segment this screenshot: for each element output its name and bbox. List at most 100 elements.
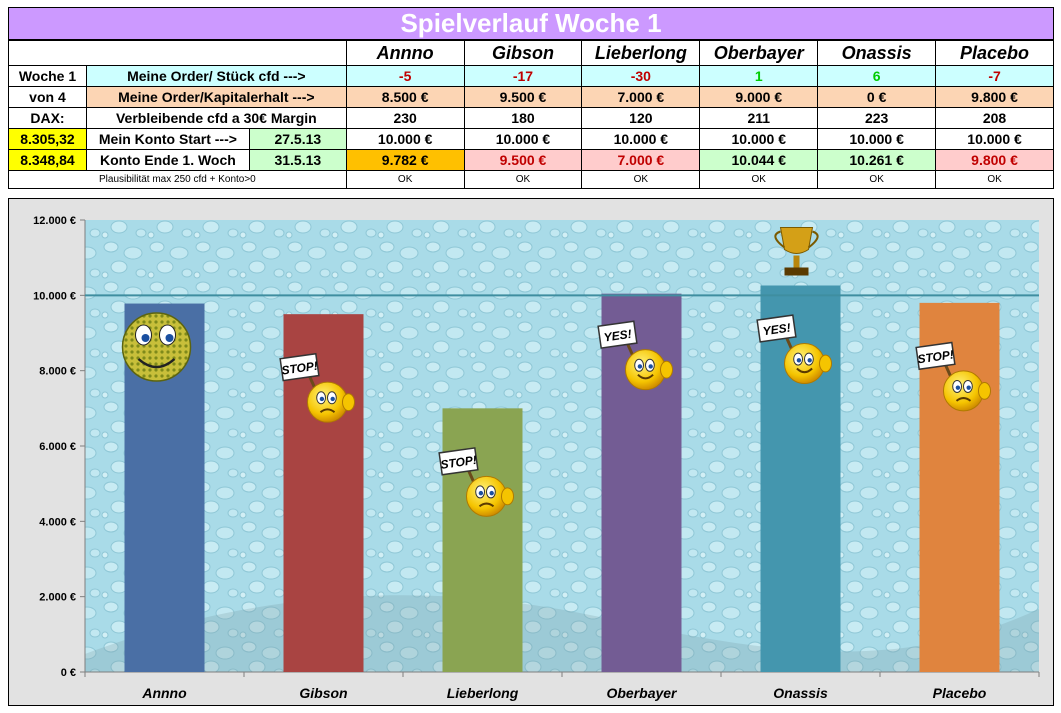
trophy-stem xyxy=(793,255,800,268)
spreadsheet: Spielverlauf Woche 1 Annno Gibson Lieber… xyxy=(8,7,1054,196)
yes-smiley-icon: YES! xyxy=(756,314,832,385)
start-cell: 10.000 € xyxy=(817,128,937,150)
player-header: Gibson xyxy=(463,40,583,66)
cfd-row: DAX: Verbleibende cfd a 30€ Margin 230 1… xyxy=(8,107,1054,129)
kapital-cell: 9.500 € xyxy=(463,86,583,108)
ende-cell: 9.800 € xyxy=(935,149,1054,171)
order-cell: -30 xyxy=(581,65,701,87)
plausibility-cell: OK xyxy=(581,170,701,189)
smiley-face-icon xyxy=(784,343,825,385)
stop-smiley-icon: STOP! xyxy=(915,341,991,412)
order-row: Woche 1 Meine Order/ Stück cfd ---> -5 -… xyxy=(8,65,1054,87)
smiley-face-icon xyxy=(625,349,666,391)
trophy-handle xyxy=(774,230,786,249)
pupil-icon xyxy=(478,490,484,496)
kapital-cell: 7.000 € xyxy=(581,86,701,108)
plausibility-cell: OK xyxy=(699,170,819,189)
pupil-icon xyxy=(807,358,812,363)
y-tick-label: 8.000 € xyxy=(39,366,76,378)
player-header: Oberbayer xyxy=(699,40,819,66)
hand-icon xyxy=(660,360,673,379)
pupil-icon xyxy=(966,385,971,390)
plausibility-cell: OK xyxy=(463,170,583,189)
hand-icon xyxy=(501,487,514,506)
x-category-label: Oberbayer xyxy=(606,685,678,701)
order-row-label: Meine Order/ Stück cfd ---> xyxy=(85,65,347,87)
sign-board xyxy=(279,352,320,382)
player-header: Onassis xyxy=(817,40,937,66)
dax-label: DAX: xyxy=(8,107,87,129)
start-cell: 10.000 € xyxy=(581,128,701,150)
cfd-cell: 208 xyxy=(935,107,1054,129)
cfd-row-label: Verbleibende cfd a 30€ Margin xyxy=(85,107,347,129)
player-header: Placebo xyxy=(935,40,1054,66)
pupil-icon xyxy=(796,358,802,363)
end-date: 31.5.13 xyxy=(248,149,347,171)
stop-smiley-icon: STOP! xyxy=(279,352,355,423)
y-tick-label: 4.000 € xyxy=(39,516,76,528)
plausibility-row: Plausibilität max 250 cfd + Konto>0 OK O… xyxy=(8,170,1054,189)
mouth-icon xyxy=(319,408,336,413)
plausibility-label: Plausibilität max 250 cfd + Konto>0 xyxy=(8,170,347,189)
sheet-title: Spielverlauf Woche 1 xyxy=(8,7,1054,40)
y-tick-label: 10.000 € xyxy=(33,290,76,302)
data-table: Annno Gibson Lieberlong Oberbayer Onassi… xyxy=(8,40,1054,189)
smiley-face-icon xyxy=(121,312,192,382)
sign-board xyxy=(438,447,479,476)
dax-end-value: 8.348,84 xyxy=(8,149,87,171)
y-tick-label: 12.000 € xyxy=(33,215,76,227)
smiley-face-icon xyxy=(466,475,507,517)
pupil-icon xyxy=(319,396,325,402)
week-label: Woche 1 xyxy=(8,65,87,87)
dax-start-value: 8.305,32 xyxy=(8,128,87,150)
y-tick-label: 2.000 € xyxy=(39,592,76,604)
x-category-label: Annno xyxy=(141,685,187,701)
x-category-label: Placebo xyxy=(933,685,987,701)
order-cell: -7 xyxy=(935,65,1054,87)
header-blank xyxy=(8,40,87,66)
stop-smiley-icon: STOP! xyxy=(438,447,514,517)
order-cell: 6 xyxy=(817,65,937,87)
y-tick-label: 0 € xyxy=(61,667,76,679)
week-total-label: von 4 xyxy=(8,86,87,108)
trophy-icon xyxy=(774,227,819,276)
trophy-handle xyxy=(807,230,819,249)
mouth-icon xyxy=(137,358,176,369)
yes-smiley-icon: YES! xyxy=(597,320,673,391)
smiley-face-icon xyxy=(307,381,348,423)
hand-icon xyxy=(819,354,832,373)
start-cell: 10.000 € xyxy=(463,128,583,150)
start-row-label: Mein Konto Start ---> xyxy=(85,128,250,150)
mouth-icon xyxy=(637,373,654,380)
cfd-cell: 223 xyxy=(817,107,937,129)
start-cell: 10.000 € xyxy=(345,128,465,150)
header-blank xyxy=(249,40,347,66)
chart-canvas: 0 € 2.000 € 4.000 € 6.000 € 8.000 € 10.000 € 1… xyxy=(33,215,1040,701)
hand-icon xyxy=(978,381,991,400)
pupil-icon xyxy=(330,396,335,402)
player-header: Annno xyxy=(345,40,465,66)
ende-cell: 9.500 € xyxy=(463,149,583,171)
cfd-cell: 180 xyxy=(463,107,583,129)
kapital-cell: 9.800 € xyxy=(935,86,1054,108)
header-row: Annno Gibson Lieberlong Oberbayer Onassi… xyxy=(8,40,1054,66)
pupil-icon xyxy=(165,334,174,342)
kapital-row-label: Meine Order/Kapitalerhalt ---> xyxy=(85,86,347,108)
sign-board xyxy=(597,320,638,349)
sign-board xyxy=(756,314,797,343)
pupil-icon xyxy=(955,385,961,390)
pupil-icon xyxy=(648,364,653,369)
kapital-cell: 8.500 € xyxy=(345,86,465,108)
x-category-label: Gibson xyxy=(299,685,347,701)
player-header: Lieberlong xyxy=(581,40,701,66)
pupil-icon xyxy=(637,364,643,369)
kapital-cell: 0 € xyxy=(817,86,937,108)
ende-cell: 7.000 € xyxy=(581,149,701,171)
sign-text: STOP! xyxy=(281,359,319,378)
x-category-label: Lieberlong xyxy=(447,685,519,701)
sign-text: YES! xyxy=(762,321,792,339)
trophy-cup xyxy=(779,227,814,255)
plausibility-cell: OK xyxy=(817,170,937,189)
start-date: 27.5.13 xyxy=(248,128,347,150)
header-blank xyxy=(86,40,250,66)
